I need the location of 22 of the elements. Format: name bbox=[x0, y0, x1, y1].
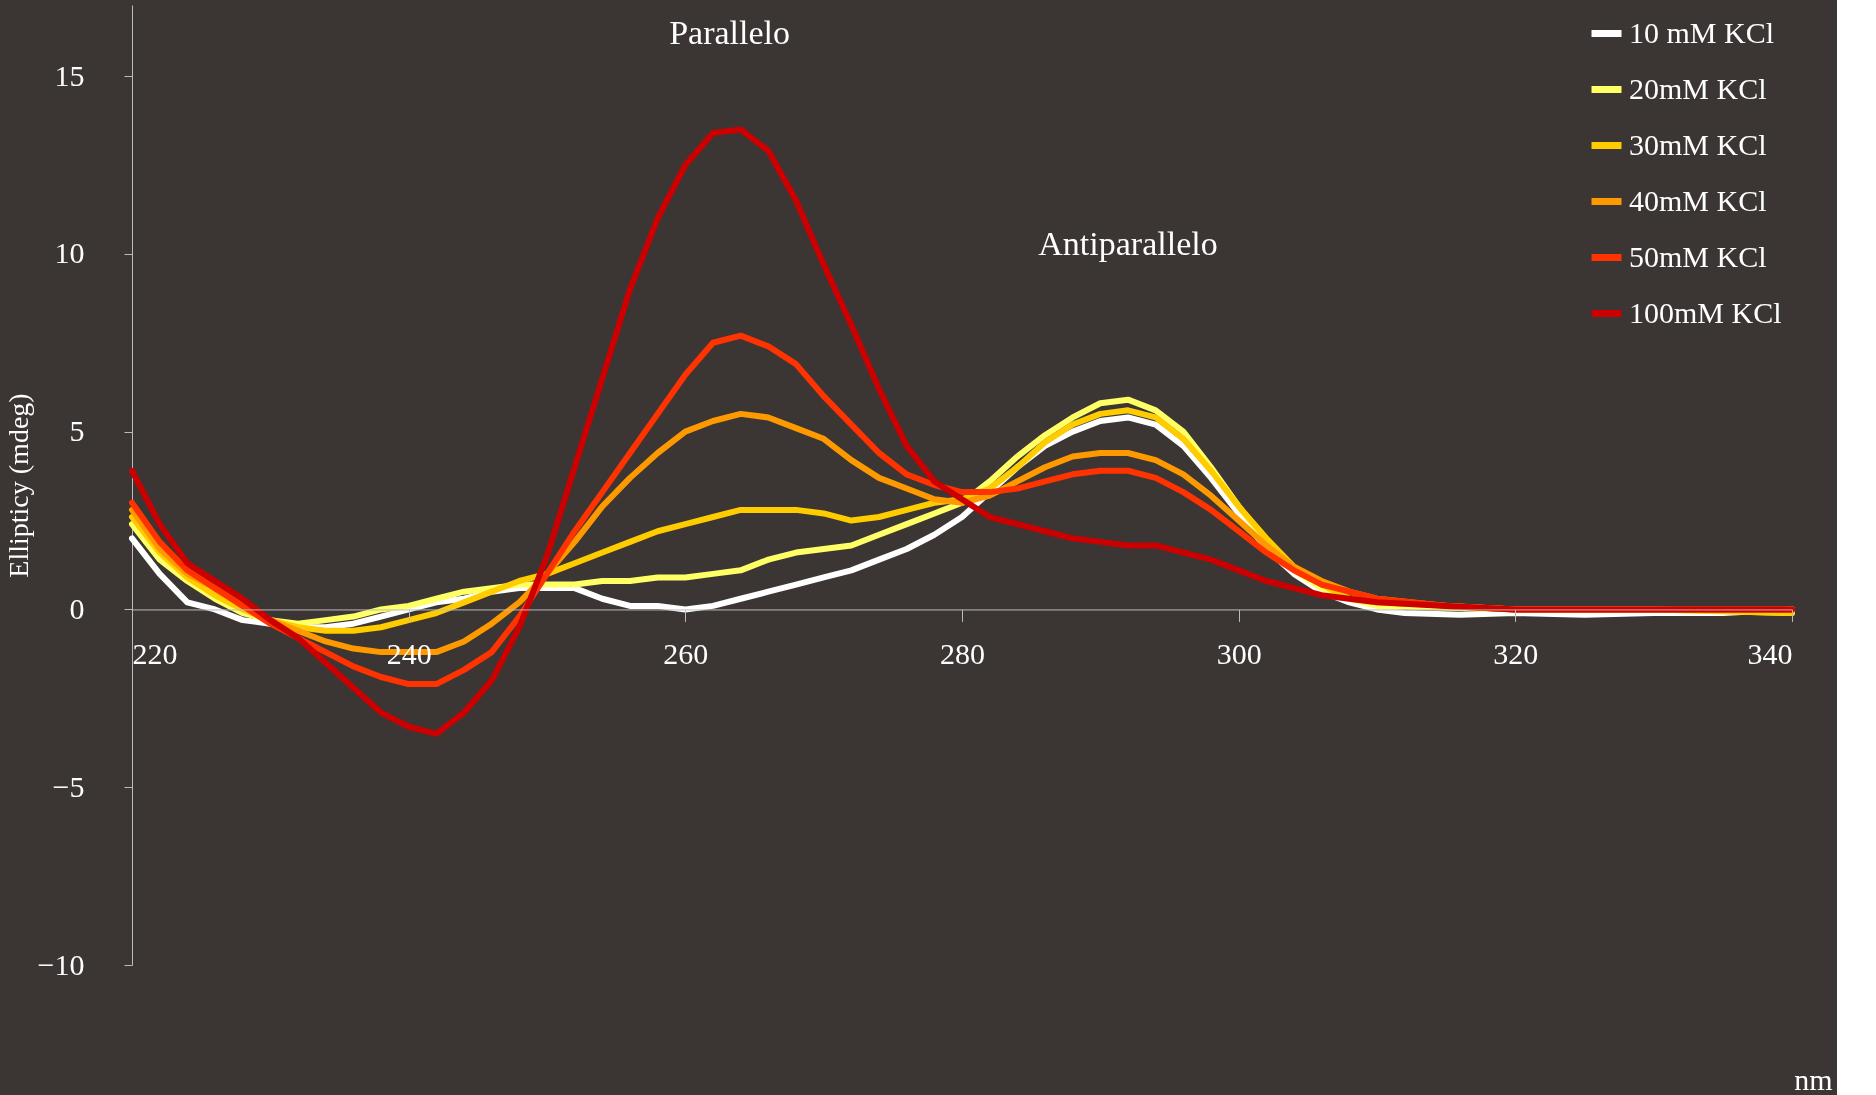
legend-label: 100mM KCl bbox=[1629, 295, 1782, 329]
x-tick-label: 320 bbox=[1493, 636, 1539, 670]
x-tick-label: 340 bbox=[1747, 636, 1793, 670]
x-tick-label: 300 bbox=[1216, 636, 1262, 670]
legend-label: 20mM KCl bbox=[1629, 71, 1767, 105]
annotation: Antiparallelo bbox=[1038, 225, 1218, 262]
y-tick-label: 5 bbox=[69, 414, 85, 448]
y-tick-label: −10 bbox=[37, 947, 85, 981]
annotation: Parallelo bbox=[669, 13, 791, 51]
y-tick-label: 10 bbox=[54, 236, 85, 270]
y-tick-label: 0 bbox=[69, 591, 85, 625]
x-axis-title: nm bbox=[1794, 1062, 1833, 1095]
legend-label: 50mM KCl bbox=[1629, 239, 1767, 273]
y-tick-label: 15 bbox=[54, 58, 85, 92]
x-tick-label: 220 bbox=[132, 636, 178, 670]
legend-label: 30mM KCl bbox=[1629, 127, 1767, 161]
x-tick-label: 260 bbox=[663, 636, 709, 670]
x-tick-label: 280 bbox=[940, 636, 985, 670]
y-tick-label: −5 bbox=[52, 769, 85, 803]
legend-label: 10 mM KCl bbox=[1629, 15, 1775, 49]
y-axis-title: Ellipticy (mdeg) bbox=[2, 393, 34, 578]
legend-label: 40mM KCl bbox=[1629, 183, 1767, 217]
